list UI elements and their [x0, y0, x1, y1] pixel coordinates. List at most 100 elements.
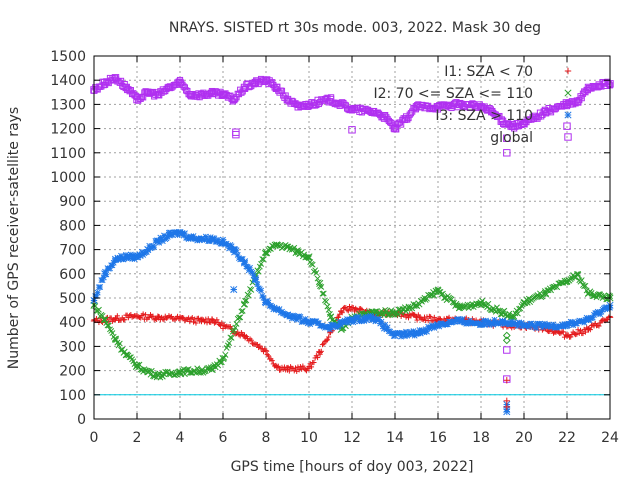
data-point-dense	[339, 325, 346, 332]
data-point-dense	[109, 330, 116, 337]
data-point-dense	[479, 297, 486, 304]
legend-marker	[564, 111, 572, 119]
data-point-dense	[307, 361, 313, 367]
data-point-dense	[409, 311, 415, 317]
data-point-dense	[584, 325, 590, 331]
x-tick-label: 10	[300, 430, 318, 446]
data-point-dense	[146, 314, 152, 321]
x-tick-label: 12	[343, 430, 361, 446]
data-point-dense	[218, 359, 225, 366]
y-tick-label: 600	[59, 267, 86, 283]
data-point-dense	[135, 314, 141, 320]
data-point-dense	[606, 314, 612, 320]
data-point-dense	[99, 312, 106, 319]
data-point-dense	[372, 308, 379, 315]
data-point-dense	[217, 359, 224, 366]
data-point-dense	[190, 233, 197, 239]
data-point-dense	[454, 302, 461, 309]
data-point-dense	[103, 271, 110, 278]
data-point-dense	[587, 327, 593, 333]
data-point-dense	[255, 268, 262, 275]
data-point-dense	[248, 337, 254, 343]
data-point-dense	[181, 230, 188, 237]
data-point-dense	[328, 313, 335, 320]
data-point-dense	[136, 361, 143, 368]
data-point-dense	[431, 314, 437, 321]
legend-label: I1: SZA < 70	[444, 64, 533, 80]
data-point-dense	[114, 313, 120, 319]
data-point-dense	[278, 87, 286, 94]
data-point-dense	[581, 283, 588, 290]
y-tick-label: 200	[59, 364, 86, 380]
data-point-dense	[323, 338, 329, 344]
data-point-dense	[197, 369, 204, 376]
data-point-dense	[574, 331, 580, 337]
data-point-dense	[578, 277, 585, 284]
data-point-dense	[228, 334, 235, 341]
data-point-dense	[578, 95, 585, 102]
outliers	[230, 122, 571, 416]
data-point-dense	[511, 313, 518, 320]
data-point-dense	[143, 312, 149, 318]
data-point-dense	[344, 307, 350, 313]
data-point-dense	[297, 364, 303, 370]
data-point-dense	[358, 306, 364, 312]
outlier-point	[503, 377, 510, 384]
data-point-dense	[285, 364, 291, 371]
data-point-dense	[398, 309, 405, 316]
y-tick-label: 300	[59, 339, 86, 355]
data-point-dense	[177, 314, 183, 320]
data-point-dense	[273, 362, 279, 369]
data-point-dense	[314, 275, 321, 282]
data-point-dense	[286, 368, 292, 374]
data-point-dense	[588, 290, 595, 296]
x-tick-label: 22	[558, 430, 576, 446]
data-point-dense	[94, 289, 101, 296]
data-point-dense	[148, 367, 155, 374]
data-point-dense	[239, 256, 246, 262]
data-point-dense	[586, 325, 592, 332]
data-point-dense	[186, 369, 193, 376]
data-point-dense	[275, 363, 281, 369]
data-point-dense	[296, 367, 302, 373]
data-point-dense	[308, 364, 315, 370]
data-point-dense	[294, 247, 301, 254]
data-point-dense	[242, 259, 249, 266]
series-I3: SZA > 110	[90, 228, 614, 340]
x-tick-label: 0	[90, 430, 99, 446]
data-point-dense	[254, 281, 261, 288]
y-tick-label: 100	[59, 388, 86, 404]
data-point-dense	[258, 260, 265, 267]
data-point-dense	[236, 314, 242, 321]
data-point-dense	[318, 348, 324, 354]
data-point-dense	[413, 313, 419, 319]
x-tick-label: 6	[219, 430, 228, 446]
outlier-point	[230, 285, 238, 294]
data-point-dense	[122, 317, 128, 323]
data-point-dense	[190, 319, 197, 325]
y-axis-label: Number of GPS receiver-satellite rays	[6, 107, 22, 369]
data-point-dense	[306, 255, 312, 262]
data-point-dense	[303, 368, 310, 374]
data-point-dense	[572, 274, 579, 281]
data-point-dense	[420, 317, 426, 323]
data-point-dense	[238, 308, 245, 315]
data-point-dense	[226, 340, 233, 347]
data-point-dense	[260, 256, 267, 263]
x-tick-label: 18	[472, 430, 490, 446]
data-point-dense	[172, 316, 178, 322]
data-point-dense	[264, 352, 270, 358]
data-point-dense	[239, 307, 246, 314]
data-point-dense	[237, 314, 244, 321]
data-point-dense	[324, 303, 331, 310]
y-tick-label: 1300	[50, 97, 86, 113]
outlier-point	[503, 397, 510, 405]
y-tick-label: 400	[59, 315, 86, 331]
data-point-dense	[253, 276, 260, 283]
data-point-dense	[290, 365, 296, 372]
data-point-dense	[121, 80, 128, 88]
x-tick-label: 20	[515, 430, 533, 446]
y-tick-label: 1000	[50, 170, 86, 186]
data-point-dense	[321, 341, 327, 347]
data-point-dense	[326, 326, 333, 333]
